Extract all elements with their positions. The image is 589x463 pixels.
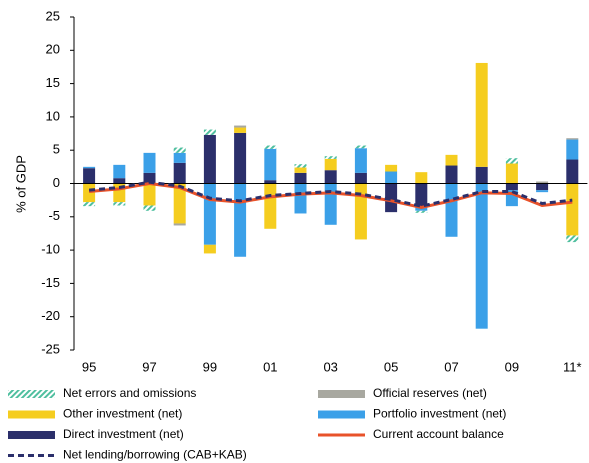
bar-segment xyxy=(354,145,367,149)
bar-segment xyxy=(324,158,337,171)
bar-segment xyxy=(445,183,458,237)
bar-segment xyxy=(234,132,247,184)
bar-segment xyxy=(173,162,186,184)
bar-segment xyxy=(505,163,518,184)
bar-segment xyxy=(113,202,126,206)
bar-segment xyxy=(505,183,518,191)
bar-segment xyxy=(234,183,247,257)
legend-swatch xyxy=(8,410,55,419)
x-tick-label: 99 xyxy=(203,359,217,374)
bar-segment xyxy=(294,183,307,214)
bar-segment xyxy=(203,129,216,135)
bar-segment xyxy=(385,171,398,184)
bar-segment xyxy=(536,181,549,184)
y-tick-label: 5 xyxy=(53,142,60,157)
bar-segment xyxy=(234,127,247,133)
x-tick-label: 09 xyxy=(505,359,519,374)
line xyxy=(88,180,573,208)
legend-swatch xyxy=(318,410,365,419)
bar-segment xyxy=(415,210,428,213)
bar-segment xyxy=(566,183,579,236)
bar-segment xyxy=(143,152,156,173)
bar-segment xyxy=(324,156,337,159)
bar-segment xyxy=(143,205,156,211)
bar-segment xyxy=(264,180,277,184)
y-tick-label: -15 xyxy=(41,275,60,290)
bar-segment xyxy=(234,125,247,128)
bar-segment xyxy=(203,183,216,245)
y-tick-label: -25 xyxy=(41,341,60,356)
bar-segment xyxy=(354,183,367,240)
bar-segment xyxy=(83,168,96,184)
bar-segment xyxy=(475,62,488,167)
legend-swatch xyxy=(8,390,55,398)
bar-segment xyxy=(113,164,126,179)
x-tick-label: 03 xyxy=(323,359,337,374)
bar-segment xyxy=(324,183,337,225)
bar-segment xyxy=(294,167,307,173)
legend-swatch xyxy=(8,431,55,439)
y-tick-label: -10 xyxy=(41,242,60,257)
bar-segment xyxy=(264,148,277,181)
legend-label: Direct investment (net) xyxy=(63,427,184,441)
x-tick-label: 97 xyxy=(142,359,156,374)
bar-segment xyxy=(415,172,428,184)
x-tick-label: 95 xyxy=(82,359,96,374)
legend-label: Portfolio investment (net) xyxy=(373,407,506,421)
y-axis-label: % of GDP xyxy=(13,155,28,213)
legend-swatch xyxy=(318,390,365,398)
legend-label: Net errors and omissions xyxy=(63,386,196,400)
x-tick-label: 07 xyxy=(444,359,458,374)
bar-segment xyxy=(445,154,458,166)
bar-segment xyxy=(143,183,156,206)
bar-segment xyxy=(385,164,398,172)
legend-label: Official reserves (net) xyxy=(373,386,487,400)
bar-segment xyxy=(566,139,579,160)
x-tick-label: 05 xyxy=(384,359,398,374)
bar-segment xyxy=(264,145,277,149)
bar-segment xyxy=(83,166,96,169)
bar-segment xyxy=(203,244,216,254)
x-tick-label: 11* xyxy=(563,359,582,374)
bar-segment xyxy=(505,158,518,164)
y-tick-label: 25 xyxy=(46,8,60,23)
bar-segment xyxy=(173,152,186,163)
bar-segment xyxy=(445,165,458,184)
bar-segment xyxy=(264,183,277,229)
bar-segment xyxy=(113,178,126,184)
bar-segment xyxy=(536,190,549,193)
bar-segment xyxy=(385,183,398,213)
y-tick-label: 0 xyxy=(53,175,60,190)
bar-segment xyxy=(354,172,367,184)
y-tick-label: 10 xyxy=(46,108,60,123)
bar-segment xyxy=(83,183,96,203)
bar-segment xyxy=(566,159,579,184)
bar-segment xyxy=(143,172,156,184)
bar-segment xyxy=(173,147,186,153)
bar-segment xyxy=(294,172,307,184)
y-tick-label: 20 xyxy=(46,42,60,57)
bar-segment xyxy=(83,202,96,207)
legend-label: Net lending/borrowing (CAB+KAB) xyxy=(63,448,247,462)
x-tick-label: 01 xyxy=(263,359,277,374)
bar-segment xyxy=(203,134,216,184)
bar-segment xyxy=(536,183,549,191)
bar-segment xyxy=(173,223,186,226)
bar-segment xyxy=(566,235,579,243)
bar-segment xyxy=(566,138,579,140)
bar-segment xyxy=(294,164,307,168)
y-tick-label: 15 xyxy=(46,75,60,90)
y-tick-label: -5 xyxy=(48,208,60,223)
legend-label: Other investment (net) xyxy=(63,407,182,421)
bar-segment xyxy=(324,170,337,184)
legend-label: Current account balance xyxy=(373,427,504,441)
bar-segment xyxy=(173,183,186,224)
bar-segment xyxy=(475,166,488,184)
bar-segment xyxy=(354,148,367,173)
bar-segment xyxy=(475,183,488,329)
bar-segment xyxy=(415,183,428,207)
y-tick-label: -20 xyxy=(41,308,60,323)
